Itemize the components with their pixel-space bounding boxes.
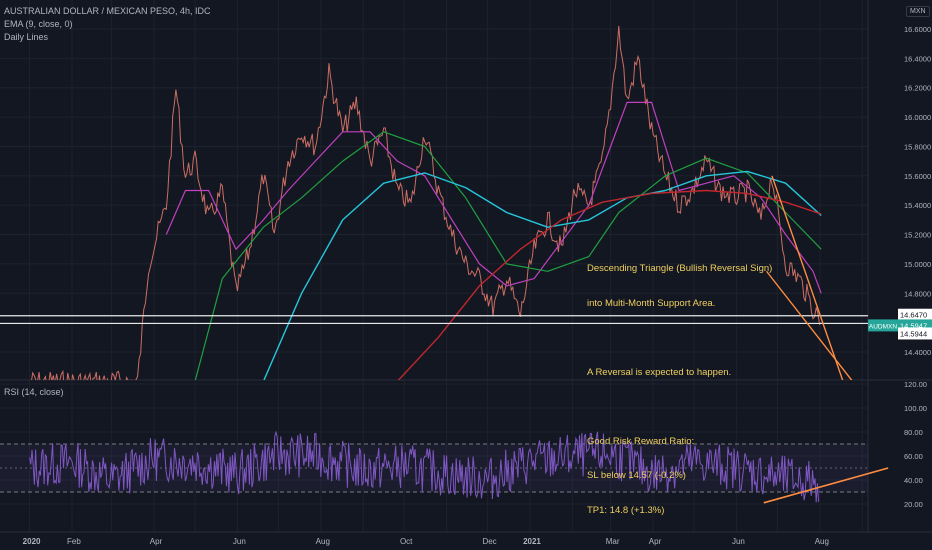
rsi-pane xyxy=(0,430,889,504)
time-tick-label: Apr xyxy=(649,537,662,546)
price-tick-label: 15.4000 xyxy=(904,201,931,210)
annotation-line xyxy=(587,401,772,413)
time-tick-label: Feb xyxy=(67,537,81,546)
rsi-line xyxy=(29,430,820,503)
time-tick-label: Oct xyxy=(400,537,413,546)
rsi-tick-label: 60.00 xyxy=(904,452,923,461)
rsi-legend: RSI (14, close) xyxy=(4,387,64,397)
annotation-line: TP1: 14.8 (+1.3%) xyxy=(587,504,665,516)
annotation-line: into Multi-Month Support Area. xyxy=(587,297,716,309)
rsi-tick-label: 80.00 xyxy=(904,428,923,437)
time-tick-label: Aug xyxy=(815,537,829,546)
ema-line xyxy=(165,101,822,294)
time-tick-label: 2020 xyxy=(23,537,41,546)
symbol-legend: AUSTRALIAN DOLLAR / MEXICAN PESO, 4h, ID… xyxy=(4,6,211,16)
time-tick-label: Mar xyxy=(606,537,620,546)
price-axis: 14.400014.600014.800015.000015.200015.40… xyxy=(868,25,932,509)
price-series xyxy=(31,25,822,380)
price-label: 14.5944 xyxy=(900,329,927,338)
price-tick-label: 16.0000 xyxy=(904,113,931,122)
price-label-box xyxy=(898,327,932,340)
price-tick-label: 14.8000 xyxy=(904,289,931,298)
time-tick-label: Jun xyxy=(732,537,745,546)
price-pane xyxy=(0,25,868,380)
rsi-tick-label: 40.00 xyxy=(904,476,923,485)
rsi-tick-label: 20.00 xyxy=(904,500,923,509)
price-tick-label: 16.2000 xyxy=(904,84,931,93)
price-tick-label: 14.4000 xyxy=(904,348,931,357)
rsi-trendline xyxy=(763,467,889,504)
analysis-annotation: Descending Triangle (Bullish Reversal Si… xyxy=(587,240,772,528)
time-tick-label: 2021 xyxy=(523,537,541,546)
price-tick-label: 15.2000 xyxy=(904,231,931,240)
annotation-line xyxy=(587,332,772,344)
time-tick-label: Dec xyxy=(482,537,496,546)
price-tick-label: 15.8000 xyxy=(904,142,931,151)
ema-line xyxy=(397,189,822,380)
rsi-tick-label: 120.00 xyxy=(904,380,927,389)
annotation-line: A Reversal is expected to happen. xyxy=(587,366,732,378)
grid-lines xyxy=(0,0,932,533)
ema-line xyxy=(194,131,822,380)
price-label-box xyxy=(898,308,932,321)
currency-badge[interactable]: MXN xyxy=(906,6,930,17)
price-label: 14.5947 xyxy=(900,321,927,330)
time-tick-label: Apr xyxy=(150,537,163,546)
trendline xyxy=(771,175,844,380)
price-tick-label: 15.6000 xyxy=(904,172,931,181)
ema-legend: EMA (9, close, 0) xyxy=(4,19,73,29)
time-tick-label: Jun xyxy=(233,537,246,546)
price-tick-label: 16.6000 xyxy=(904,25,931,34)
lines-legend: Daily Lines xyxy=(4,32,49,42)
symbol-badge xyxy=(868,319,898,332)
rsi-tick-label: 100.00 xyxy=(904,404,927,413)
ema-line xyxy=(263,170,822,380)
annotation-line: SL below 14.57 (-0.2%) xyxy=(587,470,686,481)
symbol-badge-label: AUDMXN xyxy=(869,323,897,330)
price-tick-label: 16.4000 xyxy=(904,54,931,63)
time-tick-label: Aug xyxy=(316,537,330,546)
price-tick-label: 15.0000 xyxy=(904,260,931,269)
price-label: 14.6470 xyxy=(900,311,927,320)
annotation-line: Descending Triangle (Bullish Reversal Si… xyxy=(587,263,773,274)
time-axis: 2020 Feb Apr Jun Aug Oct Dec 2021 Mar Apr Jun Aug xyxy=(23,537,829,546)
annotation-line: Good Risk Reward Ratio: xyxy=(587,435,695,447)
trendline xyxy=(765,270,853,380)
